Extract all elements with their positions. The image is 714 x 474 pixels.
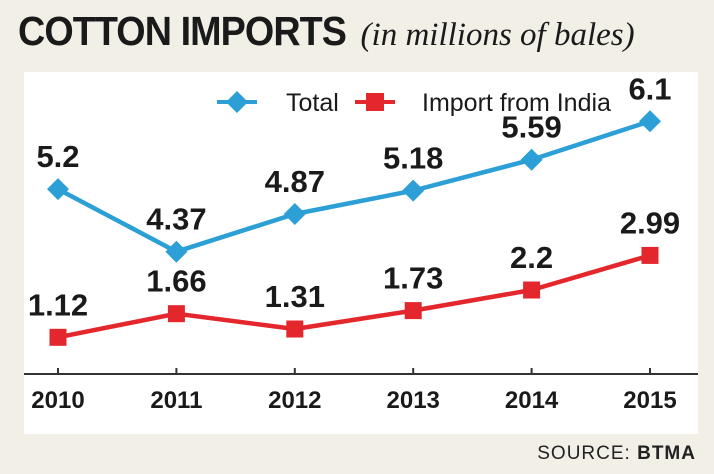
data-label-india-2011: 1.66 [146,264,206,299]
source-credit: SOURCE: BTMA [537,443,696,465]
data-label-total-2015: 6.1 [628,72,671,106]
data-label-total-2011: 4.37 [146,202,206,237]
point-india-2012 [286,320,304,338]
point-india-2014 [523,281,541,299]
source-name: BTMA [637,443,696,464]
data-label-india-2012: 1.31 [265,279,325,314]
chart-panel: Total Import from India 5.2 4.37 4.87 5.18 5.5… [24,71,698,434]
source-label: SOURCE: [537,443,631,464]
chart-title: COTTON IMPORTS (in millions of bales) [18,8,635,68]
line-chart: Total Import from India 5.2 4.37 4.87 5.18 5.5… [24,71,698,414]
point-total-2014 [520,148,543,171]
series-line-india [57,253,651,340]
legend-marker-total [226,91,248,113]
point-india-2010 [49,328,67,346]
x-tick-label-2011: 2011 [150,387,202,414]
data-label-total-2010: 5.2 [36,139,79,174]
point-total-2013 [402,179,425,202]
point-total-2012 [283,203,306,225]
x-tick-label-2010: 2010 [31,387,84,414]
data-label-india-2014: 2.2 [510,240,553,275]
series-line-total [56,119,651,254]
data-label-total-2012: 4.87 [265,164,325,199]
point-india-2013 [404,302,422,320]
point-total-2010 [47,178,69,201]
x-tick-label-2013: 2013 [387,387,440,414]
x-tick-label-2012: 2012 [268,387,321,414]
point-total-2015 [639,110,661,133]
legend-marker-india [366,93,384,111]
data-label-india-2015: 2.99 [620,205,680,240]
legend-label-india: Import from India [422,89,611,117]
x-tick-label-2015: 2015 [623,387,676,414]
point-india-2011 [167,305,185,323]
data-label-india-2013: 1.73 [383,261,443,296]
data-label-total-2014: 5.59 [501,110,561,145]
point-total-2011 [165,240,188,263]
x-tick-label-2014: 2014 [505,387,559,414]
title-main: COTTON IMPORTS [18,8,347,54]
data-label-india-2010: 1.12 [28,287,88,322]
point-india-2015 [641,246,659,264]
data-label-total-2013: 5.18 [383,141,443,176]
title-subtitle: (in millions of bales) [360,17,635,53]
legend-label-total: Total [286,89,339,117]
